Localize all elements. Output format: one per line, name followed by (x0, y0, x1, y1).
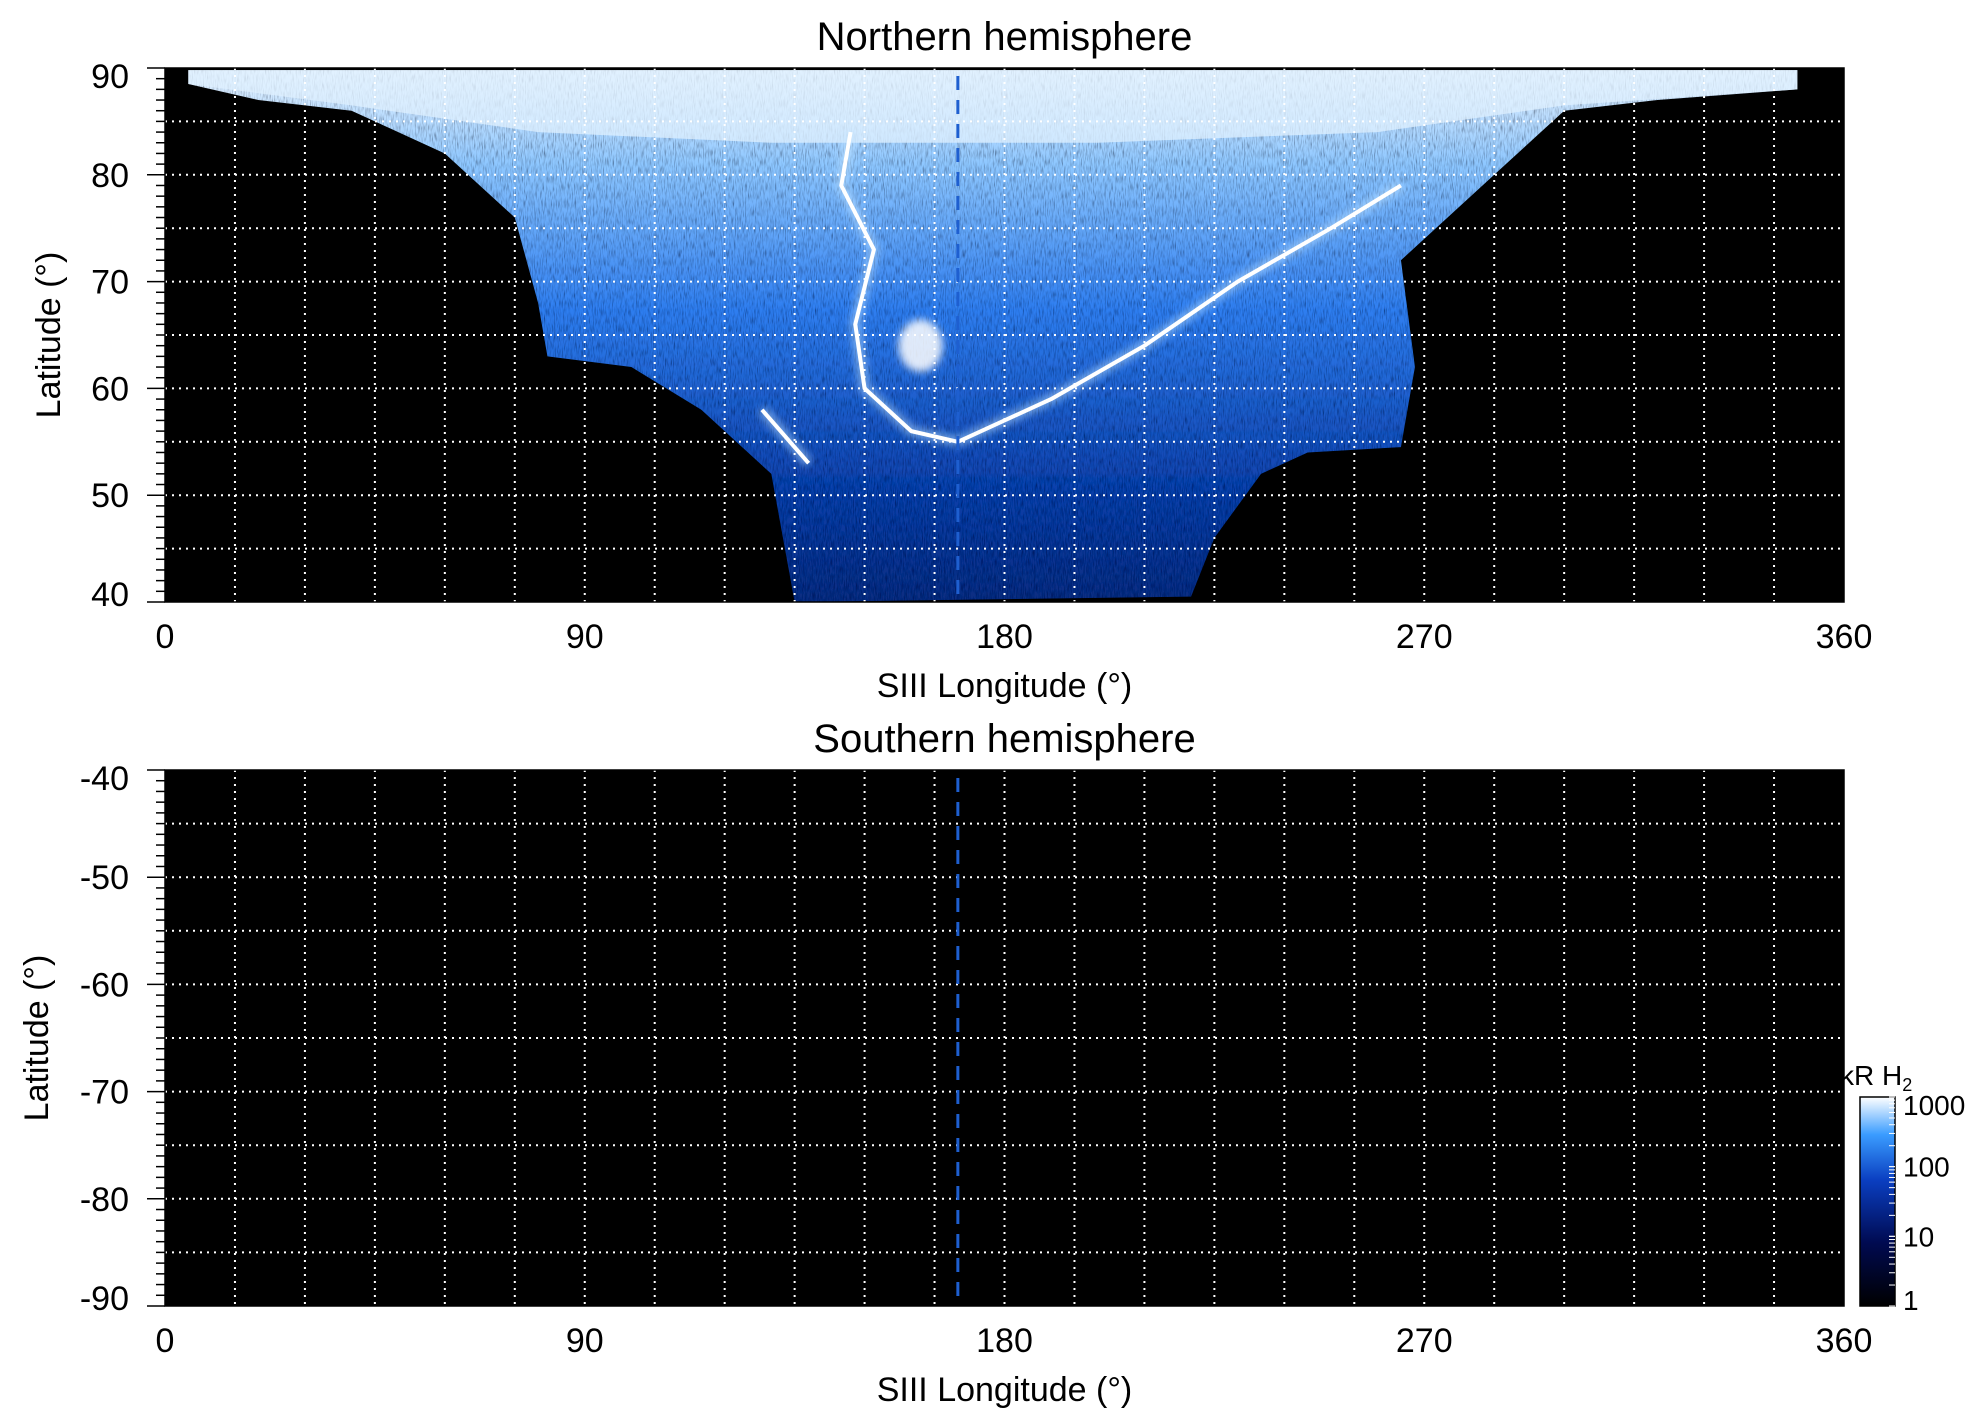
y-axis-label: Latitude (°) (30, 252, 68, 419)
colorbar-ticks: 1 10 100 1000 (1889, 1090, 1965, 1316)
grid-lines (165, 770, 1844, 1306)
x-axis-label: SIII Longitude (°) (877, 667, 1133, 705)
chart-title: Southern hemisphere (813, 717, 1195, 761)
y-tick-label: 50 (91, 477, 129, 515)
y-tick-label: -50 (80, 859, 129, 897)
coverage-region (188, 70, 1798, 603)
y-tick-label: -80 (80, 1181, 129, 1219)
y-axis-label: Latitude (°) (18, 955, 56, 1122)
x-tick-label: 90 (566, 618, 604, 656)
x-axis-label: SIII Longitude (°) (877, 1371, 1133, 1409)
emission-patch (898, 319, 943, 372)
x-tick-label: 0 (156, 1322, 175, 1360)
colorbar-label-subscript: 2 (1902, 1075, 1912, 1095)
x-tick-label: 270 (1396, 1322, 1453, 1360)
southern-hemisphere-panel: Southern hemisphere 0 90 180 270 360 -90 -80 -7… (18, 717, 1872, 1409)
y-tick-label: 70 (91, 264, 129, 302)
y-tick-label: 90 (91, 58, 129, 96)
emission-arc (760, 408, 811, 465)
colorbar-gradient (1859, 1096, 1896, 1307)
x-tick-label: 180 (976, 618, 1033, 656)
y-tick-label: -90 (80, 1280, 129, 1318)
colorbar-tick-label: 1000 (1903, 1090, 1965, 1121)
x-tick-label: 90 (566, 1322, 604, 1360)
grid-lines (165, 68, 1844, 602)
axes: 0 90 180 270 360 40 50 60 70 80 90 (91, 58, 1872, 656)
emission-arc (839, 131, 959, 444)
x-tick-label: 360 (1816, 618, 1873, 656)
northern-hemisphere-panel: Northern hemisphere 0 90 180 270 360 40 50 60 70… (30, 15, 1872, 705)
x-tick-label: 270 (1396, 618, 1453, 656)
y-tick-label: -70 (80, 1074, 129, 1112)
emission-map (188, 70, 1798, 603)
y-tick-label: -60 (80, 966, 129, 1004)
x-tick-label: 180 (976, 1322, 1033, 1360)
x-tick-label: 360 (1816, 1322, 1873, 1360)
colorbar-label-main: kR H (1840, 1060, 1902, 1091)
chart-title: Northern hemisphere (817, 15, 1193, 59)
y-tick-label: 40 (91, 576, 129, 614)
polar-cap-region (188, 70, 1798, 143)
y-tick-label: -40 (80, 760, 129, 798)
x-tick-label: 0 (156, 618, 175, 656)
colorbar-tick-label: 100 (1903, 1152, 1950, 1183)
emission-arc (957, 183, 1402, 444)
y-tick-label: 80 (91, 157, 129, 195)
colorbar-tick-label: 1 (1903, 1285, 1919, 1316)
y-tick-label: 60 (91, 370, 129, 408)
axes: 0 90 180 270 360 -90 -80 -70 -60 -50 -40 (80, 760, 1873, 1360)
colorbar-label: kR H2 (1840, 1060, 1912, 1095)
colorbar: kR H2 1 10 100 1000 (1840, 1060, 1965, 1316)
colorbar-tick-label: 10 (1903, 1221, 1934, 1252)
